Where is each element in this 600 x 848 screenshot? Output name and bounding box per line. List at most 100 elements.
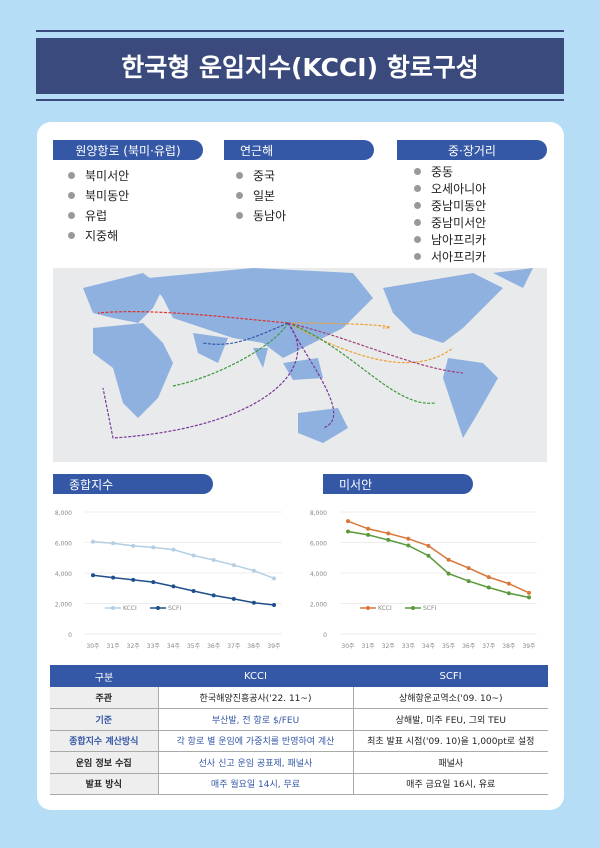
route-item: 유럽 (68, 205, 129, 225)
data-point (506, 581, 511, 586)
continents (83, 268, 533, 443)
x-tick-label: 38주 (247, 643, 261, 650)
route-list-near-sea: 중국 일본 동남아 (236, 165, 286, 225)
route-item: 동남아 (236, 205, 286, 225)
group-header-long-haul: 중·장거리 (397, 140, 547, 160)
data-point (111, 541, 116, 546)
y-tick-label: 6,000 (55, 541, 72, 548)
route-item: 지중해 (68, 225, 129, 245)
data-point (406, 543, 411, 548)
data-point (506, 591, 511, 596)
data-point (406, 536, 411, 541)
legend-marker (411, 606, 415, 610)
table-cell: 종합지수 계산방식 (50, 730, 159, 752)
y-tick-label: 0 (68, 632, 72, 639)
data-point (426, 543, 431, 548)
chart-title-us-west: 미서안 (323, 474, 473, 494)
x-tick-label: 30주 (86, 643, 100, 650)
table-row: 종합지수 계산방식 각 항로 별 운임에 가중치를 반영하여 계산 최초 발표 시점… (50, 730, 548, 752)
x-tick-label: 31주 (107, 643, 121, 650)
route-item: 북미동안 (68, 185, 129, 205)
data-point (211, 593, 216, 598)
x-tick-label: 35주 (442, 643, 456, 650)
data-point (211, 558, 216, 563)
table-cell: 매주 금요일 16시, 유료 (353, 773, 548, 795)
series-line (92, 540, 275, 580)
x-tick-label: 30주 (341, 643, 355, 650)
data-point (466, 579, 471, 584)
y-tick-label: 0 (323, 632, 327, 639)
legend-marker (156, 606, 160, 610)
data-point (91, 539, 95, 544)
data-point (346, 529, 350, 534)
table-cell: 한국해양진흥공사('22. 11~) (158, 687, 354, 709)
data-point (191, 553, 196, 558)
data-point (251, 600, 256, 605)
y-tick-label: 6,000 (310, 541, 327, 548)
x-tick-label: 37주 (482, 643, 496, 650)
data-point (366, 526, 371, 531)
route-item: 일본 (236, 185, 286, 205)
x-tick-label: 33주 (402, 643, 416, 650)
table-cell: 운임 정보 수집 (50, 751, 159, 774)
x-tick-label: 35주 (187, 643, 201, 650)
legend-marker (366, 606, 370, 610)
page-title: 한국형 운임지수(KCCI) 항로구성 (36, 38, 564, 94)
data-point (131, 543, 136, 548)
data-point (426, 553, 431, 558)
column-header: 구분 (50, 665, 158, 687)
us-west-chart: 0 2,000 4,000 6,000 8,000 30주 31주 32주 33주 34주 35주 3… (310, 510, 537, 650)
table-cell: 부산발, 전 항로 $/FEU (158, 708, 354, 731)
data-point (91, 573, 95, 578)
table-cell: 최초 발표 시점('09. 10)을 1,000pt로 설정 (353, 730, 548, 752)
x-tick-label: 39주 (267, 643, 281, 650)
series-line (347, 530, 530, 599)
data-point (346, 519, 350, 524)
table-row: 발표 방식 매주 월요일 14시, 무료 매주 금요일 16시, 유료 (50, 773, 548, 795)
route-item: 오세아니아 (414, 180, 486, 197)
data-point (111, 575, 116, 580)
group-header-near-sea: 연근해 (224, 140, 374, 160)
composite-index-chart: 0 2,000 4,000 6,000 8,000 30주 31주 32주 33주 34주 35주 3… (55, 510, 282, 650)
data-point (527, 590, 531, 595)
y-tick-label: 4,000 (55, 571, 72, 578)
route-item: 북미서안 (68, 165, 129, 185)
route-item: 중동 (414, 163, 486, 180)
table-cell: 선사 신고 운임 공표제, 패널사 (158, 751, 354, 774)
data-point (446, 557, 451, 562)
legend-label: KCCI (378, 605, 392, 612)
route-item: 서아프리카 (414, 248, 486, 265)
route-item: 남아프리카 (414, 231, 486, 248)
column-header: KCCI (158, 665, 353, 687)
legend-label: SCFI (168, 605, 181, 612)
data-point (131, 577, 136, 582)
table-cell: 상해발, 미주 FEU, 그외 TEU (353, 708, 548, 731)
x-tick-label: 36주 (462, 643, 476, 650)
group-header-ocean: 원양항로 (북미·유럽) (53, 140, 203, 160)
data-point (231, 596, 236, 601)
x-tick-label: 37주 (227, 643, 241, 650)
x-tick-label: 34주 (167, 643, 181, 650)
chart-title-composite: 종합지수 (53, 474, 213, 494)
table-cell: 주관 (50, 687, 159, 709)
x-tick-label: 32주 (382, 643, 396, 650)
x-tick-label: 33주 (147, 643, 161, 650)
data-point (272, 603, 276, 608)
route-list-ocean: 북미서안 북미동안 유럽 지중해 (68, 165, 129, 245)
data-point (151, 545, 156, 550)
data-point (486, 585, 491, 590)
y-tick-label: 8,000 (55, 510, 72, 517)
data-point (191, 588, 196, 593)
table-row: 운임 정보 수집 선사 신고 운임 공표제, 패널사 패널사 (50, 751, 548, 774)
table-row: 주관 한국해양진흥공사('22. 11~) 상해항운교역소('09. 10~) (50, 687, 548, 709)
data-point (251, 568, 256, 573)
divider (36, 30, 564, 32)
x-tick-label: 31주 (362, 643, 376, 650)
table-cell: 기준 (50, 708, 159, 731)
series-line (347, 520, 530, 594)
y-tick-label: 2,000 (55, 602, 72, 609)
data-point (527, 595, 531, 600)
x-tick-label: 38주 (502, 643, 516, 650)
data-point (151, 580, 156, 585)
data-point (386, 537, 391, 542)
